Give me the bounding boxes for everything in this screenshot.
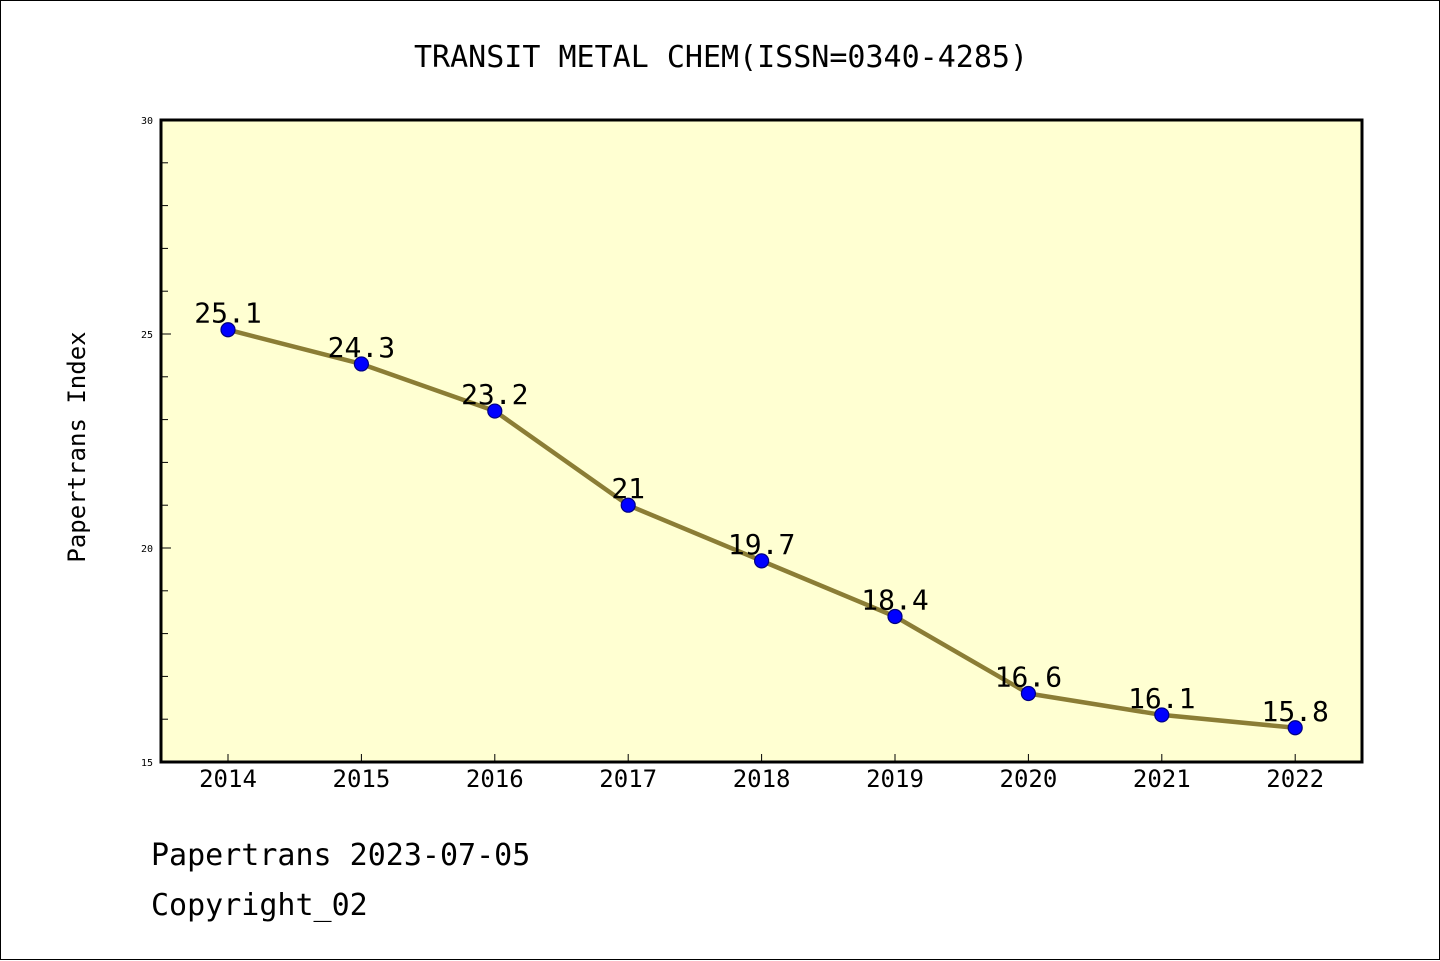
y-axis-label: Papertrans Index <box>63 331 91 562</box>
data-point <box>487 403 503 419</box>
data-label: 18.4 <box>861 583 928 616</box>
x-tick-label: 2019 <box>866 765 924 793</box>
series-markers <box>220 322 1303 736</box>
data-point <box>220 322 236 338</box>
data-labels: 25.1 24.3 23.2 21 19.7 18.4 16.6 16.1 15.8 <box>194 297 1329 728</box>
plot-area <box>159 118 1364 764</box>
data-label: 16.1 <box>1128 682 1195 715</box>
footer-date: Papertrans 2023-07-05 <box>151 838 530 873</box>
data-label: 23.2 <box>461 378 528 411</box>
data-point <box>753 553 770 569</box>
data-label: 21 <box>611 472 645 505</box>
data-label: 16.6 <box>995 661 1062 694</box>
x-tick-label: 2020 <box>1000 765 1058 793</box>
data-point <box>353 356 369 372</box>
chart-title: TRANSIT METAL CHEM(ISSN=0340-4285) <box>414 40 1028 75</box>
data-point <box>1154 707 1170 723</box>
y-tick-label: 25 <box>141 330 153 341</box>
x-tick-label: 2014 <box>199 765 257 793</box>
x-tick-label: 2018 <box>733 765 791 793</box>
x-tick-label: 2022 <box>1266 765 1324 793</box>
data-point <box>1287 720 1303 736</box>
data-point <box>887 608 903 625</box>
x-tick-label: 2021 <box>1133 765 1191 793</box>
x-axis-ticks: 2014 2015 2016 2017 2018 2019 2020 2021 2022 <box>199 754 1324 793</box>
data-label: 15.8 <box>1261 695 1328 728</box>
x-tick-label: 2016 <box>466 765 524 793</box>
data-label: 19.7 <box>728 528 795 561</box>
data-label: 25.1 <box>194 297 261 330</box>
data-label: 24.3 <box>328 331 395 364</box>
y-axis-ticks: 15 20 25 30 <box>141 116 171 769</box>
y-tick-label: 15 <box>141 758 153 769</box>
x-tick-label: 2017 <box>599 765 657 793</box>
footer-copyright: Copyright_02 <box>151 888 368 923</box>
data-point <box>620 497 636 513</box>
y-tick-label: 20 <box>141 544 153 555</box>
x-tick-label: 2015 <box>333 765 391 793</box>
data-point <box>1020 685 1037 702</box>
y-tick-label: 30 <box>141 116 153 127</box>
